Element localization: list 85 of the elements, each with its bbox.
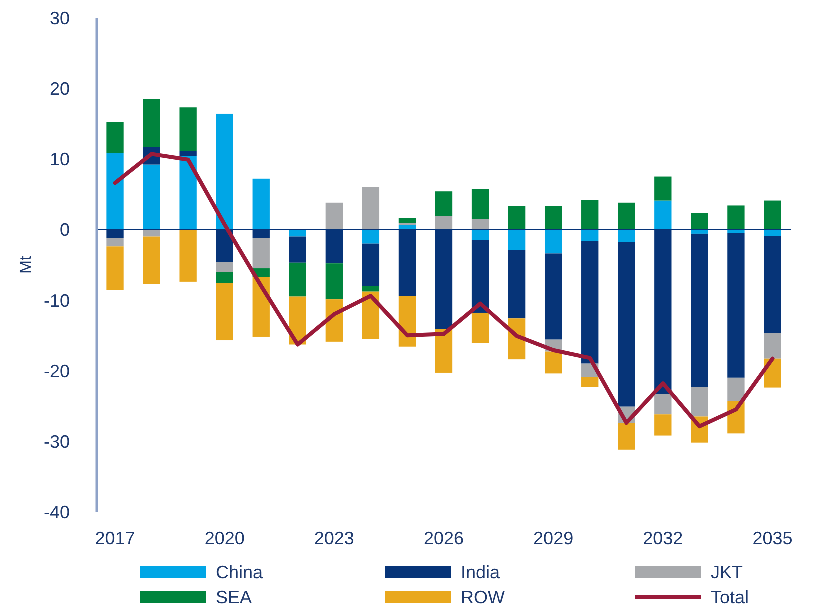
bar — [472, 312, 490, 344]
bar — [216, 114, 234, 230]
y-tick-label: -20 — [44, 361, 70, 382]
bar — [106, 238, 124, 247]
bar — [764, 200, 782, 230]
y-tick-label: 10 — [50, 150, 70, 170]
bar — [582, 230, 599, 242]
bar — [289, 236, 306, 263]
bar — [106, 153, 124, 230]
bar — [143, 99, 160, 148]
bar — [508, 206, 526, 230]
bar — [362, 187, 380, 230]
bar — [691, 213, 708, 230]
bar — [180, 230, 197, 282]
bar — [654, 414, 672, 436]
bar — [472, 219, 490, 230]
bar — [728, 233, 745, 378]
bar — [544, 254, 562, 340]
bar — [326, 202, 344, 230]
bar — [472, 189, 490, 220]
bar — [764, 333, 782, 359]
bar — [143, 236, 160, 284]
x-tick-label: 2023 — [314, 528, 354, 548]
bar — [582, 377, 599, 388]
bar — [654, 200, 672, 230]
bar — [362, 230, 380, 244]
x-tick-label: 2017 — [95, 528, 136, 548]
bar — [691, 234, 708, 388]
bar — [544, 230, 562, 254]
bar — [618, 202, 636, 230]
y-tick-label: -40 — [44, 502, 70, 522]
bar — [618, 242, 636, 407]
bar — [143, 164, 160, 230]
bar — [435, 216, 453, 230]
legend-label: SEA — [216, 587, 252, 608]
y-axis-title: Mt — [18, 256, 35, 274]
legend-label: JKT — [711, 562, 744, 582]
bar — [362, 244, 380, 286]
bar — [216, 283, 234, 341]
y-tick-label: -10 — [44, 290, 70, 311]
bar — [582, 200, 599, 230]
bar — [691, 387, 708, 417]
x-tick-label: 2029 — [534, 528, 574, 548]
x-tick-label: 2026 — [424, 528, 464, 548]
y-tick-label: -30 — [44, 432, 70, 452]
bar — [398, 218, 416, 224]
bar — [544, 206, 562, 230]
bar — [728, 378, 745, 402]
legend-label: China — [216, 562, 264, 582]
bar — [180, 108, 197, 152]
bar — [106, 122, 124, 154]
bar — [728, 206, 745, 230]
bar — [508, 250, 526, 319]
bar — [654, 394, 672, 415]
legend-label: ROW — [461, 587, 505, 608]
bar — [180, 151, 197, 156]
bar — [362, 286, 380, 292]
bar — [618, 230, 636, 242]
x-tick-label: 2032 — [643, 528, 684, 548]
bar — [216, 262, 234, 272]
bar — [472, 230, 490, 240]
bar — [252, 178, 270, 230]
bar — [106, 246, 124, 290]
bar — [435, 329, 453, 373]
legend-label: Total — [711, 587, 750, 608]
bar — [472, 240, 490, 313]
bar — [216, 272, 234, 284]
bar — [180, 156, 197, 230]
legend-label: India — [461, 562, 502, 582]
bar — [326, 264, 344, 300]
x-tick-label: 2020 — [204, 528, 245, 548]
bar — [435, 192, 453, 216]
bar — [618, 423, 636, 450]
y-tick-label: 20 — [50, 79, 70, 100]
y-tick-label: 30 — [50, 8, 70, 28]
bar — [544, 352, 562, 374]
y-tick-label: 0 — [60, 220, 70, 240]
bar — [252, 238, 270, 269]
bar — [289, 262, 306, 297]
bar — [582, 241, 599, 364]
x-tick-label: 2035 — [752, 528, 793, 548]
line-series — [113, 152, 775, 429]
bar — [508, 230, 526, 250]
bar — [764, 236, 782, 334]
bar — [654, 176, 672, 201]
